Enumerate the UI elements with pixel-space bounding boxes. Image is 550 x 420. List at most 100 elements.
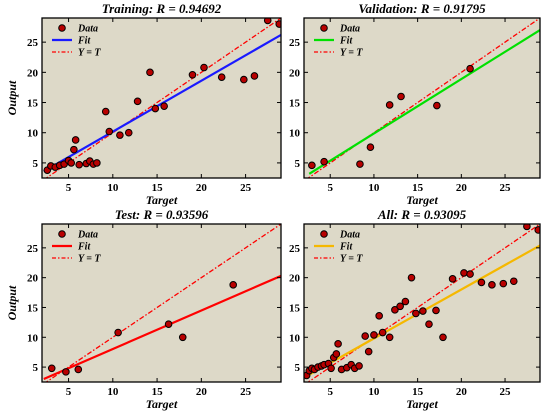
data-point — [200, 63, 208, 72]
data-point — [116, 131, 124, 139]
data-point — [523, 224, 531, 231]
x-tick-label: 25 — [240, 182, 252, 194]
data-point — [366, 143, 375, 152]
chart-title: Test: R = 0.93596 — [115, 207, 209, 222]
y-tick-label: 5 — [295, 362, 301, 374]
x-tick-label: 10 — [107, 182, 119, 194]
x-axis-label: Target — [146, 397, 178, 411]
x-tick-label: 10 — [107, 386, 119, 398]
plot-frame — [41, 223, 282, 383]
chart-panel-2: 5 10 15 20 25 5 10 15 20 25 Validation: R = 0.9179… — [289, 1, 541, 207]
data-point — [250, 72, 259, 80]
data-point — [105, 127, 114, 136]
data-point — [275, 20, 281, 28]
data-point — [114, 328, 122, 337]
legend-label-fit: Fit — [339, 36, 353, 47]
data-point — [263, 18, 272, 25]
x-tick-label: 20 — [456, 386, 468, 398]
data-point — [146, 68, 154, 77]
x-tick-label: 25 — [240, 386, 252, 398]
y-tick-label: 10 — [289, 128, 301, 140]
data-point — [477, 278, 486, 287]
plot-content — [307, 18, 540, 178]
data-point — [178, 333, 187, 342]
data-point — [356, 160, 364, 168]
data-point — [124, 128, 133, 137]
x-tick-label: 20 — [196, 182, 208, 194]
y-tick-label: 15 — [289, 302, 301, 314]
chart-title: Validation: R = 0.91795 — [358, 1, 486, 16]
legend-marker-data — [58, 24, 66, 32]
x-tick-label: 5 — [66, 386, 72, 398]
data-point — [47, 364, 56, 373]
data-point — [240, 75, 248, 84]
chart-panel-1: 5 10 15 20 25 5 10 15 20 25 Training: R = 0.94692 T… — [5, 1, 282, 207]
data-point — [70, 145, 78, 154]
fit-line — [308, 29, 540, 175]
data-point — [391, 306, 399, 314]
x-tick-label: 25 — [500, 182, 512, 194]
data-point — [466, 64, 474, 73]
chart-panel-4: 5 10 15 20 25 5 10 15 20 25 All: R = 0.93095 Target… — [289, 207, 541, 411]
data-point — [332, 350, 341, 358]
y-tick-label: 20 — [289, 273, 301, 285]
y-tick-label: 15 — [289, 98, 301, 110]
legend-label-identity: Y = T — [78, 48, 101, 59]
data-point — [401, 297, 410, 306]
data-point — [355, 362, 363, 370]
data-point — [71, 136, 80, 144]
data-point — [412, 309, 420, 318]
x-tick-label: 15 — [412, 386, 424, 398]
plot-frame — [303, 223, 541, 383]
data-point — [361, 332, 369, 340]
y-tick-label: 5 — [33, 158, 39, 170]
y-tick-label: 25 — [27, 243, 39, 255]
x-tick-label: 25 — [500, 386, 512, 398]
legend-marker-data — [320, 230, 328, 238]
legend-label-identity: Y = T — [78, 254, 101, 265]
data-point — [334, 340, 342, 348]
legend-marker-data — [320, 24, 328, 32]
data-point — [75, 160, 83, 169]
x-axis-label: Target — [146, 193, 178, 207]
data-point — [320, 157, 328, 166]
y-tick-label: 25 — [27, 37, 39, 49]
data-point — [74, 365, 83, 374]
y-axis-label: Output — [5, 285, 19, 320]
x-tick-label: 5 — [327, 182, 333, 194]
data-point — [308, 161, 316, 170]
x-tick-label: 15 — [152, 386, 164, 398]
x-axis-label: Target — [406, 193, 438, 207]
chart-title: Training: R = 0.94692 — [102, 1, 222, 16]
y-tick-label: 10 — [27, 128, 39, 140]
data-point — [364, 347, 373, 356]
plot-frame — [303, 17, 541, 179]
x-axis-label: Target — [406, 397, 438, 411]
data-point — [375, 312, 383, 320]
y-tick-label: 20 — [27, 273, 39, 285]
plot-content — [43, 224, 281, 382]
data-point — [407, 273, 416, 282]
y-tick-label: 10 — [289, 332, 301, 344]
x-tick-label: 5 — [327, 386, 333, 398]
legend-label-fit: Fit — [77, 242, 91, 253]
data-point — [425, 320, 433, 328]
chart-title: All: R = 0.93095 — [377, 207, 467, 222]
plot-content — [43, 18, 281, 178]
legend-label-data: Data — [77, 24, 98, 35]
data-point — [433, 101, 441, 110]
legend-label-identity: Y = T — [340, 48, 363, 59]
y-tick-label: 15 — [27, 98, 39, 110]
data-point — [396, 302, 404, 311]
legend-marker-data — [58, 230, 66, 238]
data-point — [370, 331, 378, 339]
legend-label-fit: Fit — [339, 242, 353, 253]
plot-frame — [41, 17, 282, 179]
data-point — [509, 277, 518, 286]
data-point — [164, 320, 173, 328]
y-tick-label: 25 — [289, 243, 301, 255]
legend-label-data: Data — [339, 24, 360, 35]
x-tick-label: 20 — [196, 386, 208, 398]
data-point — [151, 104, 160, 113]
